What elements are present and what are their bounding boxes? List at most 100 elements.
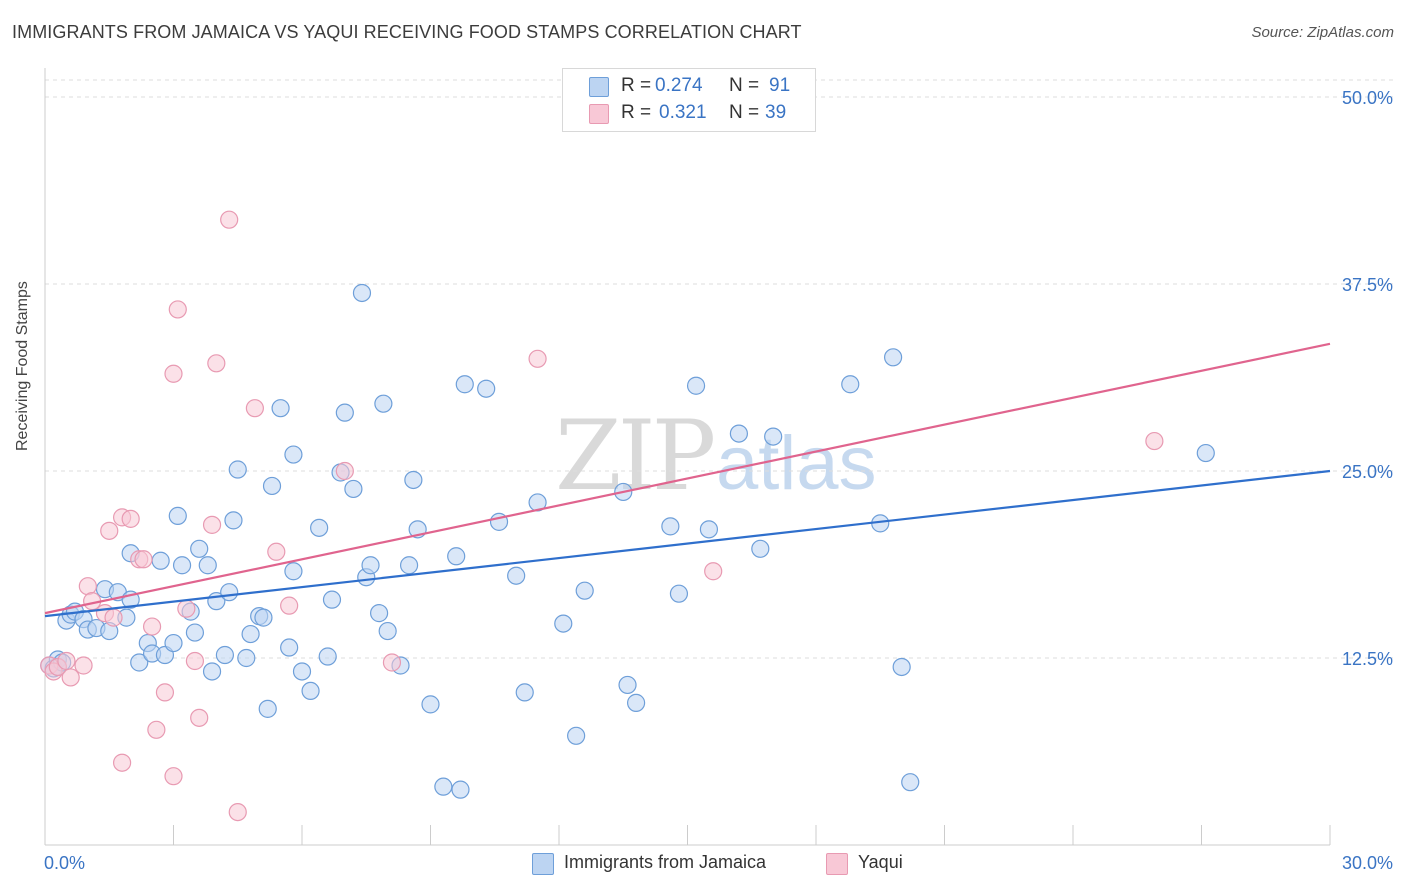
jamaica-point	[699, 520, 719, 539]
yaqui-point	[155, 683, 175, 702]
jamaica-point	[220, 583, 239, 602]
jamaica-point	[198, 556, 217, 575]
jamaica-point	[254, 608, 273, 627]
yaqui-point	[104, 608, 123, 627]
jamaica-point	[370, 604, 389, 623]
jamaica-point	[421, 695, 440, 714]
jamaica-point	[399, 556, 419, 575]
yaqui-n-value: 39	[765, 102, 787, 123]
jamaica-point	[271, 399, 290, 418]
jamaica-point	[185, 623, 205, 642]
watermark-zip: ZIP	[555, 400, 716, 512]
yaqui-trend-line	[44, 342, 1331, 615]
jamaica-point	[237, 648, 256, 668]
jamaica-point	[374, 394, 393, 413]
jamaica-point	[751, 539, 770, 558]
yaqui-point	[528, 349, 547, 368]
jamaica-point	[451, 780, 470, 799]
yaqui-point	[190, 708, 209, 727]
yaqui-point	[57, 651, 76, 671]
yaqui-point	[177, 599, 196, 618]
y-tick-label: 25.0%	[1342, 462, 1393, 482]
yaqui-point	[142, 617, 162, 636]
jamaica-point	[575, 581, 594, 600]
x-tick-label: 0.0%	[44, 853, 85, 873]
yaqui-r-label: R =	[621, 102, 652, 123]
jamaica-point	[301, 681, 320, 701]
jamaica-point	[729, 424, 749, 443]
yaqui-point	[112, 753, 132, 772]
correlation-legend: R = 0.274 N = 91 R = 0.321 N = 39	[562, 68, 816, 132]
jamaica-point	[215, 645, 234, 665]
jamaica-point	[130, 653, 149, 672]
chart-title: IMMIGRANTS FROM JAMAICA VS YAQUI RECEIVI…	[12, 22, 802, 42]
jamaica-point	[892, 657, 911, 677]
yaqui-point	[168, 300, 187, 319]
jamaica-point	[764, 427, 783, 446]
yaqui-point	[220, 210, 239, 229]
jamaica-point	[477, 379, 496, 398]
yaqui-point	[202, 515, 222, 534]
jamaica-point	[618, 675, 637, 695]
jamaica-point	[280, 638, 299, 657]
jamaica-point	[554, 614, 573, 633]
jamaica-point	[284, 445, 303, 464]
yaqui-point	[121, 509, 140, 528]
jamaica-point	[361, 556, 380, 575]
yaqui-point	[207, 354, 226, 373]
jamaica-point	[172, 556, 192, 575]
y-tick-label: 12.5%	[1342, 649, 1393, 669]
jamaica-swatch	[589, 77, 609, 97]
jamaica-point	[228, 460, 247, 479]
jamaica-point	[434, 777, 453, 796]
jamaica-point	[1196, 443, 1215, 463]
jamaica-point	[404, 470, 423, 490]
yaqui-point	[1145, 431, 1164, 451]
yaqui-point	[74, 656, 93, 675]
jamaica-point	[151, 551, 170, 570]
yaqui-point	[78, 577, 97, 596]
jamaica-trend-line	[44, 469, 1331, 618]
yaqui-point	[164, 767, 183, 786]
jamaica-point	[190, 539, 209, 558]
yaqui-point	[185, 651, 205, 671]
jamaica-n-value: 91	[769, 75, 791, 96]
jamaica-point	[901, 773, 920, 792]
jamaica-point	[258, 699, 277, 718]
jamaica-n-label: N =	[729, 75, 760, 96]
jamaica-point	[455, 375, 474, 394]
jamaica-r-value: 0.274	[655, 75, 703, 96]
jamaica-r-label: R =	[621, 75, 652, 96]
yaqui-n-label: N =	[729, 102, 760, 123]
jamaica-point	[224, 511, 243, 530]
jamaica-point	[841, 375, 860, 394]
yaqui-point	[245, 399, 264, 418]
jamaica-point	[284, 562, 303, 581]
jamaica-point	[447, 547, 466, 566]
y-tick-label: 37.5%	[1342, 275, 1393, 295]
jamaica-point	[164, 633, 183, 653]
y-tick-label: 50.0%	[1342, 88, 1393, 108]
jamaica-point	[241, 624, 260, 644]
yaqui-point	[280, 596, 299, 615]
yaqui-r-value: 0.321	[659, 102, 707, 123]
yaqui-point	[382, 653, 402, 672]
jamaica-point	[310, 518, 329, 537]
bottom-jamaica-label: Immigrants from Jamaica	[564, 852, 767, 872]
yaqui-point	[704, 562, 723, 581]
yaqui-point	[228, 802, 247, 822]
jamaica-point	[262, 476, 282, 496]
jamaica-point	[507, 566, 526, 585]
jamaica-point	[567, 726, 586, 745]
yaqui-point	[100, 521, 119, 540]
x-tick-label: 30.0%	[1342, 853, 1393, 873]
yaqui-point	[61, 668, 80, 687]
jamaica-point	[669, 584, 689, 603]
jamaica-point	[318, 647, 337, 666]
jamaica-point	[661, 517, 680, 536]
yaqui-point	[335, 461, 354, 481]
yaqui-point	[164, 364, 183, 383]
y-axis-label: Receiving Food Stamps	[14, 281, 31, 451]
bottom-yaqui-label: Yaqui	[858, 852, 903, 872]
